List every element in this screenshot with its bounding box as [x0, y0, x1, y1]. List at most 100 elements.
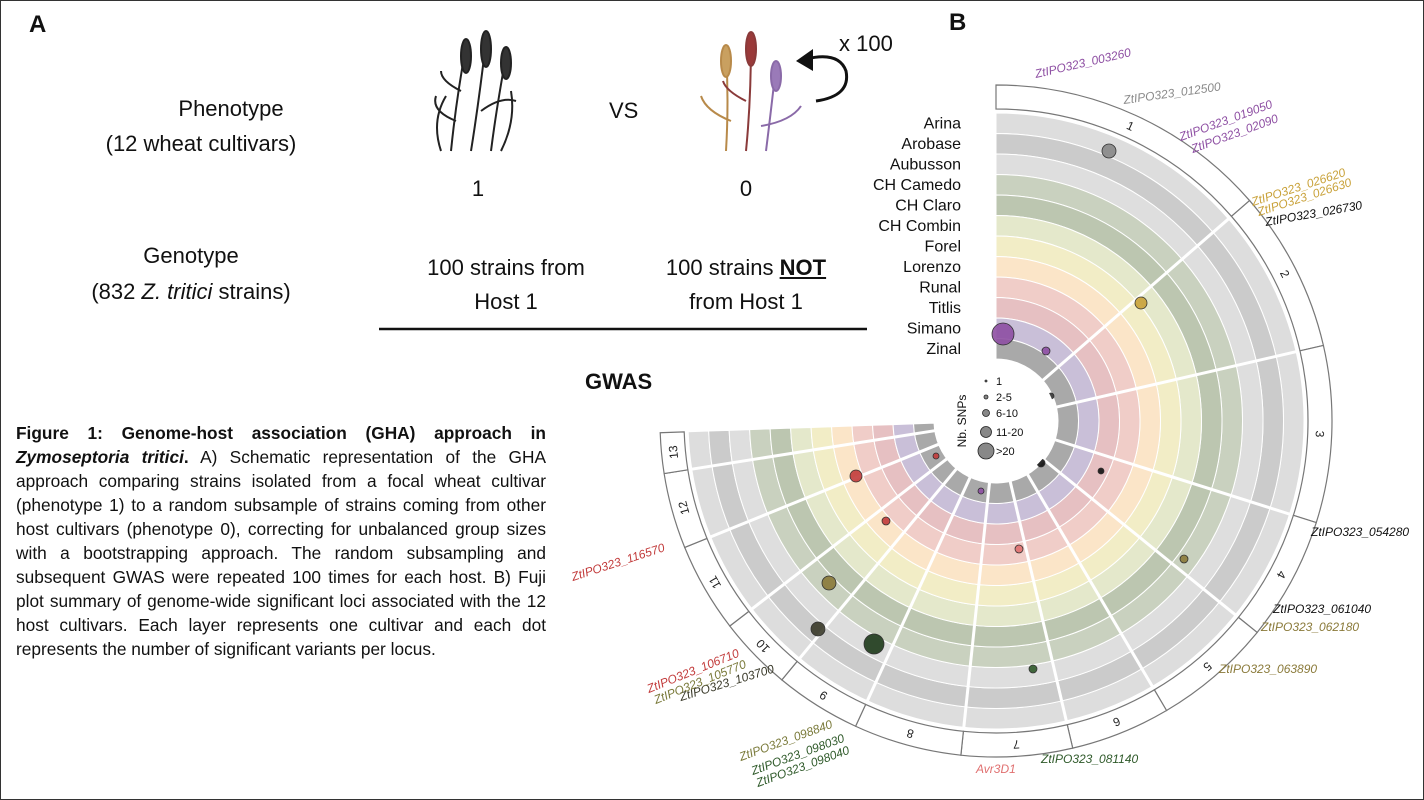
locus-dot	[881, 516, 891, 526]
cultivar-label: Forel	[925, 238, 961, 255]
legend-dot	[977, 442, 995, 460]
locus-label: ZtIPO323_063890	[1218, 662, 1317, 676]
locus-label: ZtIPO323_062180	[1260, 620, 1359, 634]
group-line: 100 strains NOT	[626, 255, 866, 281]
cultivar-label: Aubusson	[890, 156, 961, 173]
legend-title: Nb. SNPs	[955, 395, 969, 448]
cultivar-label: Titlis	[929, 300, 961, 317]
locus-dot	[1101, 143, 1117, 159]
chromosome-divider	[751, 457, 948, 611]
legend-dot	[983, 394, 989, 400]
text: 100 strains	[665, 255, 774, 280]
cultivar-label: Runal	[919, 279, 961, 296]
panel-label: A	[29, 11, 47, 38]
locus-dot	[1097, 467, 1105, 475]
repeat-label: x 100	[839, 31, 893, 56]
genotype-detail: (832 Z. tritici strains)	[41, 279, 341, 305]
cultivar-label: Zinal	[926, 341, 961, 358]
group-line: Host 1	[474, 289, 538, 314]
cultivar-label: CH Claro	[895, 197, 961, 214]
phenotype-detail: (12 wheat cultivars)	[105, 131, 297, 156]
locus-label: ZtIPO323_081140	[1040, 752, 1139, 766]
locus-label: ZtIPO323_003260	[1033, 45, 1133, 81]
chromosome-divider	[865, 476, 972, 702]
locus-dot	[1028, 664, 1038, 674]
locus-dot	[863, 633, 885, 655]
cultivar-label: Arobase	[901, 136, 961, 153]
emphasis: NOT	[779, 255, 827, 280]
vs-label: VS	[609, 98, 639, 123]
panel-label: B	[949, 9, 967, 36]
wheat-icon-diseased	[700, 31, 802, 152]
locus-dot	[1041, 346, 1051, 356]
genotype-title: Genotype	[143, 243, 239, 268]
cultivar-layer	[913, 337, 1079, 504]
group-line: 100 strains from	[427, 255, 585, 280]
locus-label: ZtIPO323_116570	[569, 540, 667, 584]
text: strains)	[218, 279, 291, 304]
species-name: Zymoseptoria tritici	[16, 447, 184, 467]
legend-label: 6-10	[996, 408, 1018, 420]
wheat-icon-healthy	[434, 30, 517, 152]
chromosome-label: 3	[1313, 430, 1327, 438]
repeat-arrow	[805, 55, 849, 103]
cultivar-label: Arina	[924, 115, 961, 132]
text: .	[183, 447, 189, 467]
legend-dot	[980, 426, 992, 438]
locus-label: ZtIPO323_061040	[1272, 602, 1371, 616]
legend-label: >20	[996, 446, 1015, 458]
chromosome-divider	[962, 482, 992, 728]
figure-caption: Figure 1: Genome-host association (GHA) …	[16, 421, 546, 661]
phenotype-value: 0	[739, 176, 753, 201]
legend-label: 1	[996, 376, 1002, 388]
locus-dot	[1014, 544, 1024, 554]
species-name: Z. tritici	[141, 279, 213, 304]
cultivar-label: Simano	[907, 320, 961, 337]
chromosome-divider	[1026, 473, 1154, 688]
cultivar-label: CH Camedo	[873, 177, 961, 194]
cultivar-label: CH Combin	[878, 218, 961, 235]
chromosome-divider	[1056, 350, 1297, 409]
phenotype-value: 1	[471, 176, 485, 201]
chromosome-divider	[1054, 438, 1291, 516]
locus-dot	[932, 452, 940, 460]
legend-dot	[984, 379, 988, 383]
chromosome-divider	[691, 429, 935, 471]
chromosome-label: 6	[1111, 714, 1123, 730]
caption-body: A) Schematic representation of the GHA a…	[16, 447, 546, 659]
locus-dot	[849, 469, 863, 483]
method-label: GWAS	[585, 369, 653, 394]
legend-dot	[982, 409, 990, 417]
chromosome-label: 12	[675, 499, 692, 516]
text: Figure 1: Genome-host association (GHA) …	[16, 423, 546, 443]
legend-label: 11-20	[996, 427, 1023, 439]
locus-label: ZtIPO323_012500	[1121, 79, 1221, 107]
chromosome-divider	[798, 467, 958, 660]
caption-title: Figure 1: Genome-host association (GHA) …	[16, 423, 546, 467]
locus-dot	[810, 621, 826, 637]
locus-dot	[977, 487, 985, 495]
cultivar-label: Lorenzo	[903, 259, 961, 276]
chromosome-divider	[1043, 458, 1237, 616]
locus-dot	[821, 575, 837, 591]
locus-label: Avr3D1	[975, 762, 1016, 776]
repeat-arrow-head	[796, 49, 813, 71]
chromosome-label: 13	[666, 444, 681, 459]
phenotype-title: Phenotype	[178, 96, 284, 121]
chromosome-label: 7	[1012, 737, 1020, 751]
legend-background	[936, 361, 1056, 481]
chromosome-band	[659, 431, 689, 475]
chromosome-divider	[710, 442, 940, 539]
fuji-plot: Arina Arobase Aubusson CH Camedo CH Claro CH …	[569, 45, 1410, 790]
chromosome-label: 8	[905, 726, 915, 741]
locus-dot	[991, 322, 1015, 346]
legend-label: 2-5	[996, 392, 1012, 404]
locus-dot	[1179, 554, 1189, 564]
text: (832	[91, 279, 136, 304]
group-line: from Host 1	[689, 289, 803, 314]
locus-label: ZtIPO323_054280	[1310, 525, 1409, 539]
locus-dot	[1134, 296, 1148, 310]
chromosome-divider	[1008, 481, 1068, 722]
